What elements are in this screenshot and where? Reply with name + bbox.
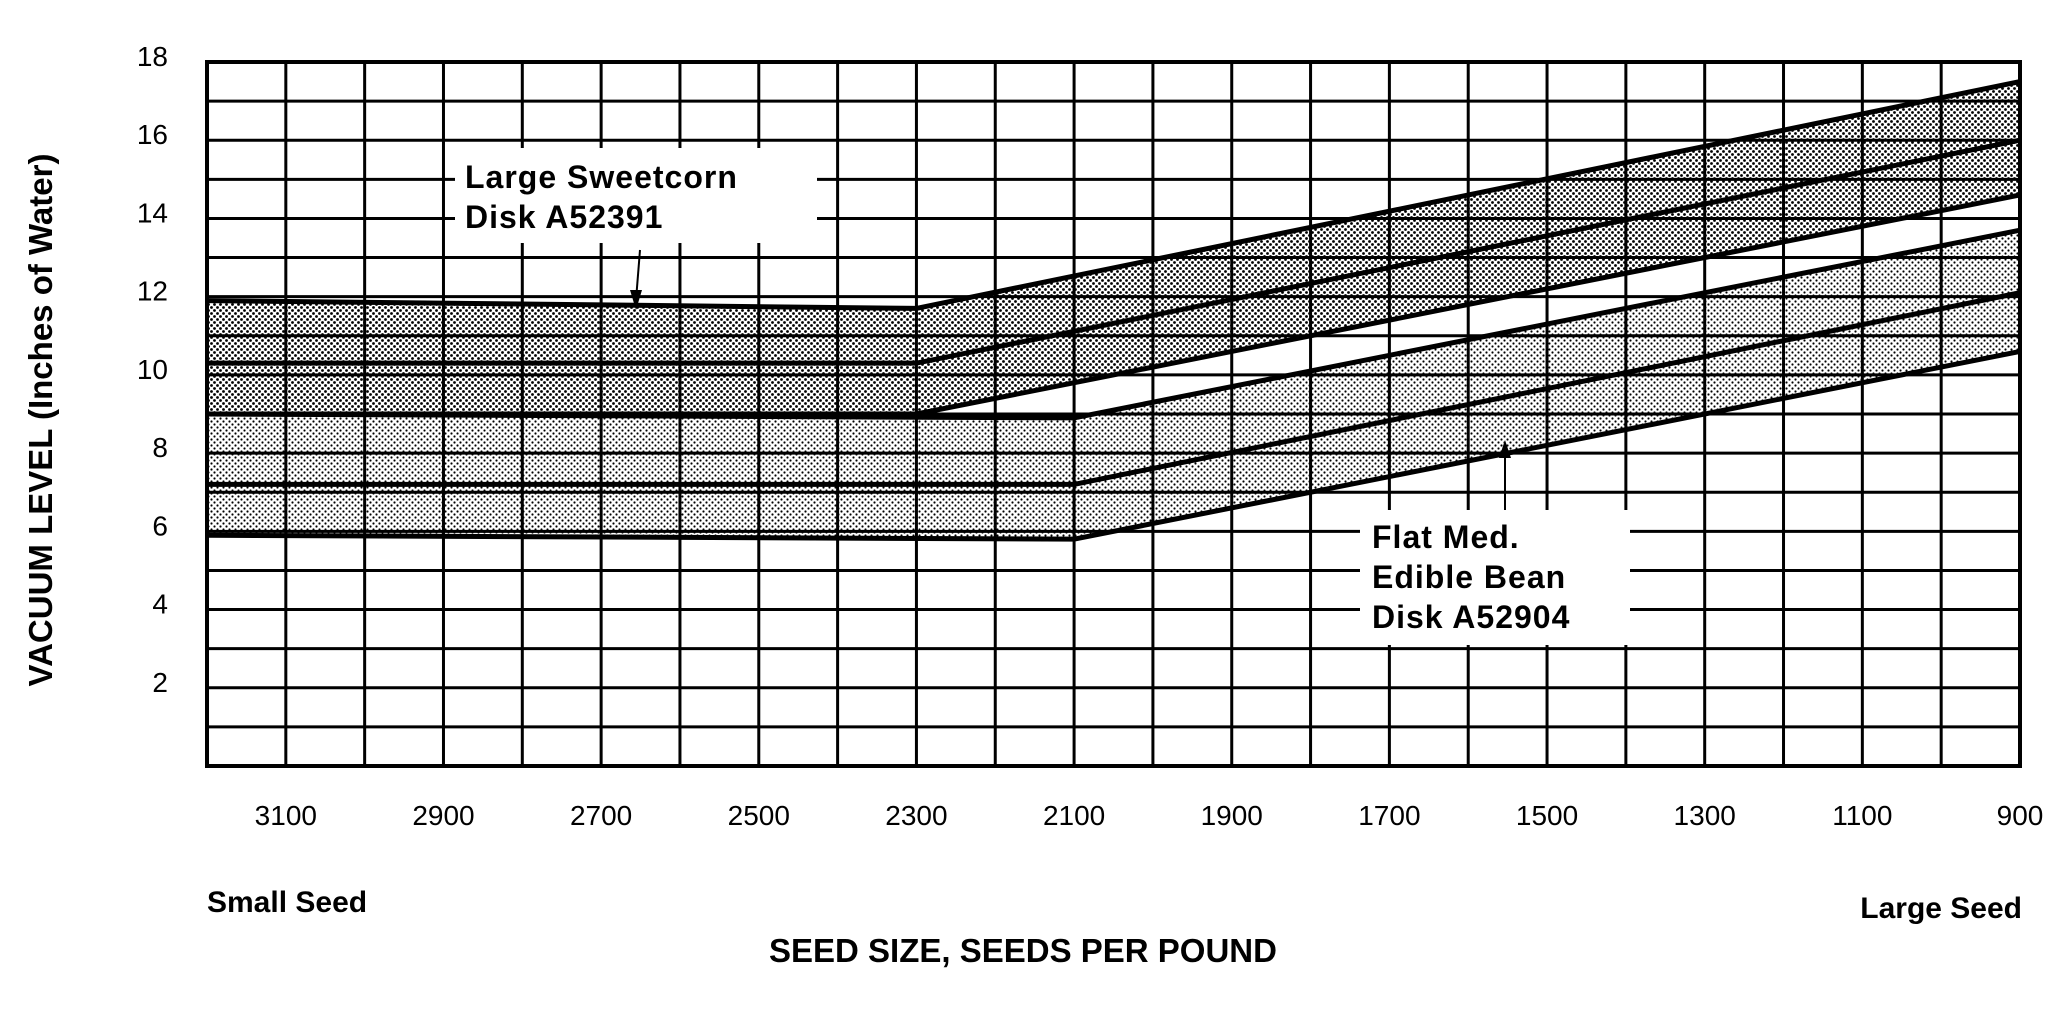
y-tick-label: 8 (152, 432, 168, 463)
x-left-end-label: Small Seed (207, 886, 367, 919)
bean-label-bg (1360, 510, 1630, 645)
y-tick-label: 12 (137, 276, 168, 307)
x-tick-label: 900 (1997, 800, 2044, 831)
sweetcorn-arrowhead (630, 290, 642, 310)
band-sweetcorn (207, 81, 2020, 415)
series-0-middle-line (207, 137, 2021, 366)
x-tick-label: 1900 (1201, 800, 1263, 831)
x-axis-title: SEED SIZE, SEEDS PER POUND (769, 932, 1277, 969)
x-tick-label: 1300 (1674, 800, 1736, 831)
x-right-end-label: Large Seed (1860, 892, 2022, 925)
bean-label-line: Disk A52904 (1372, 599, 1570, 635)
x-tick-label: 2500 (728, 800, 790, 831)
sweetcorn-label-line: Disk A52391 (465, 199, 663, 235)
x-tick-label: 1700 (1358, 800, 1420, 831)
y-tick-label: 10 (137, 354, 168, 385)
bean-label-line: Flat Med. (1372, 519, 1520, 555)
series-0-upper-line (206, 79, 2021, 311)
x-tick-label: 1100 (1832, 800, 1892, 831)
y-axis-title: VACUUM LEVEL (Inches of Water) (22, 154, 59, 687)
y-tick-label: 6 (152, 510, 168, 541)
y-tick-label: 2 (152, 667, 168, 698)
bean-arrowhead (1499, 440, 1511, 458)
x-tick-label: 2900 (412, 800, 474, 831)
series-1-lower-line (206, 348, 2021, 542)
x-tick-label: 1500 (1516, 800, 1578, 831)
band-edible-bean (207, 230, 2020, 540)
y-tick-label: 16 (137, 119, 168, 150)
y-tick-label: 18 (137, 41, 168, 72)
x-tick-label: 2700 (570, 800, 632, 831)
y-tick-label: 14 (137, 197, 168, 228)
x-tick-label: 2100 (1043, 800, 1105, 831)
x-tick-label: 3100 (255, 800, 317, 831)
series-1-upper-line (206, 227, 2021, 421)
y-tick-label: 4 (152, 589, 168, 620)
sweetcorn-label-bg (455, 148, 817, 243)
series-1-middle-line (207, 290, 2021, 487)
sweetcorn-label-line: Large Sweetcorn (465, 159, 738, 195)
bean-label-line: Edible Bean (1372, 559, 1566, 595)
x-tick-label: 2300 (885, 800, 947, 831)
